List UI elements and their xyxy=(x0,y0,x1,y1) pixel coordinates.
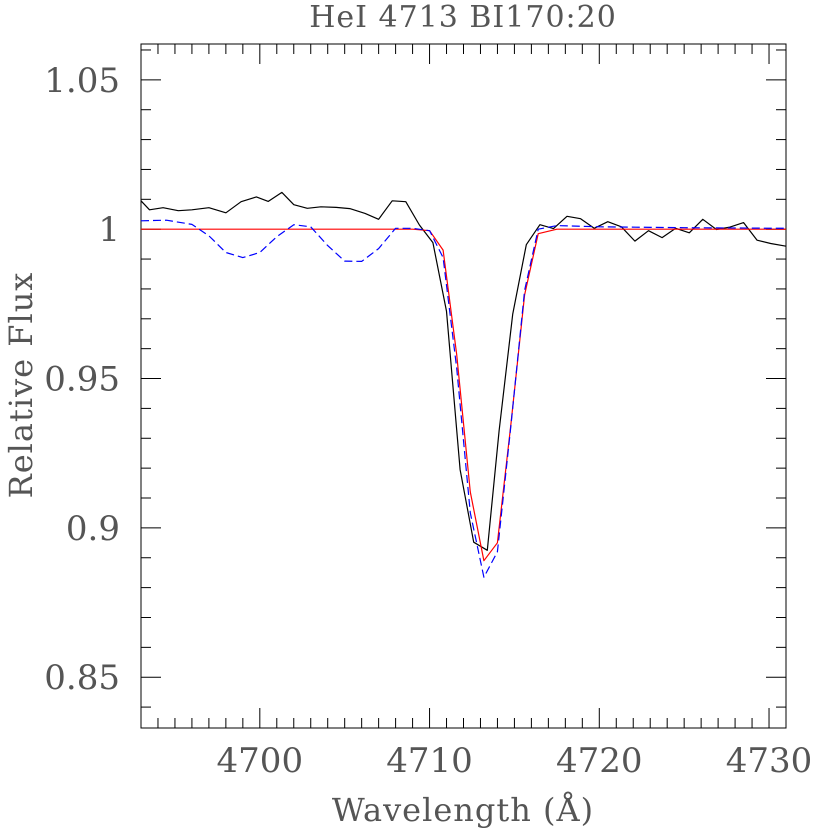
series-line-3 xyxy=(140,219,787,578)
y-axis-title: Relative Flux xyxy=(2,272,40,499)
y-tick-label: 1.05 xyxy=(44,61,120,101)
series-line-2 xyxy=(141,228,786,562)
series-line-1 xyxy=(140,191,787,551)
x-tick-label: 4730 xyxy=(726,741,813,781)
x-axis-title: Wavelength (Å) xyxy=(332,791,594,829)
x-tick-label: 4710 xyxy=(386,741,473,781)
plot-area: 4700 4710 4720 4730 0.85 0.9 0.95 1 1.05 xyxy=(44,43,813,781)
y-tick-label: 0.9 xyxy=(66,509,120,549)
y-tick-label: 0.95 xyxy=(44,360,120,400)
y-tick-label: 1 xyxy=(98,210,120,250)
chart-title: HeI 4713 BI170:20 xyxy=(309,0,617,35)
x-tick-label: 4720 xyxy=(556,741,643,781)
plot-frame xyxy=(140,43,787,729)
y-tick-label: 0.85 xyxy=(44,658,120,698)
x-tick-label: 4700 xyxy=(217,741,304,781)
